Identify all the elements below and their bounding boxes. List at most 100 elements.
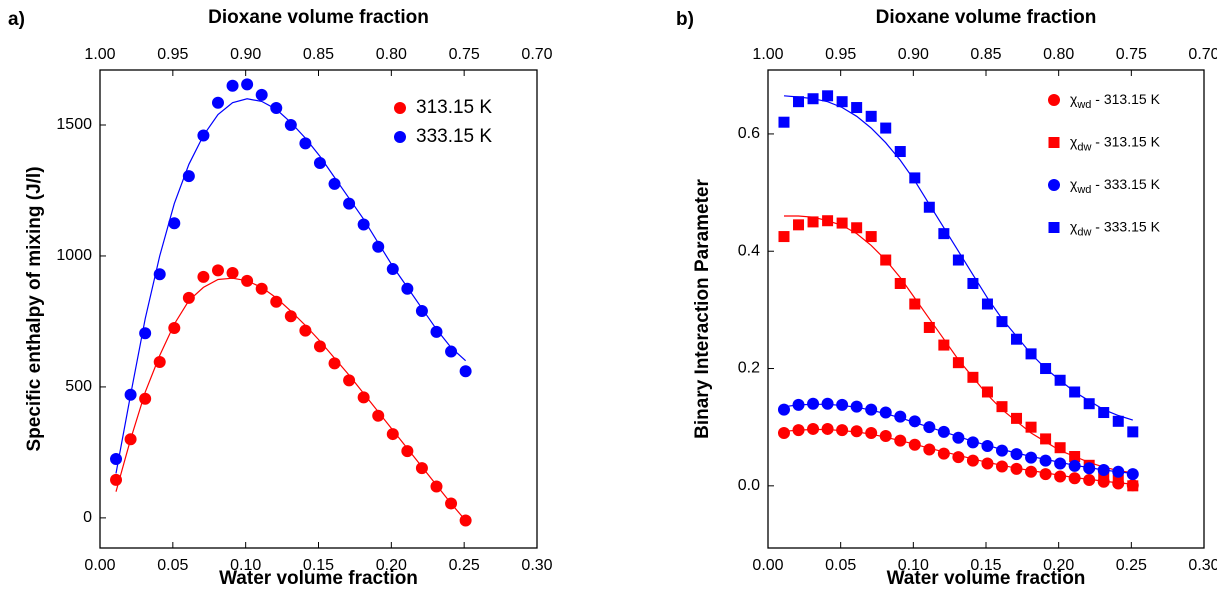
data-point — [401, 445, 414, 458]
data-point — [778, 231, 790, 243]
x2-tick-label: 0.90 — [230, 46, 261, 63]
data-point — [1127, 426, 1139, 438]
data-point — [937, 447, 950, 460]
legend-marker — [1048, 137, 1060, 148]
data-point — [415, 304, 428, 317]
x2-tick-label: 1.00 — [752, 46, 783, 63]
data-point — [894, 146, 906, 158]
x2-tick-label: 0.85 — [303, 46, 334, 63]
data-point — [139, 392, 152, 405]
data-point — [168, 321, 181, 334]
y-tick-label: 0 — [83, 509, 92, 526]
data-point — [1098, 407, 1110, 419]
y-tick-label: 0.4 — [738, 242, 760, 259]
data-point — [343, 374, 356, 387]
data-point — [1025, 348, 1037, 360]
data-point — [966, 454, 979, 467]
data-point — [1011, 333, 1023, 345]
legend-marker — [394, 131, 406, 143]
data-point — [1083, 473, 1096, 486]
x-tick-label: 0.25 — [449, 557, 480, 574]
legend-label: χdw - 333.15 K — [1070, 218, 1161, 238]
data-point — [1083, 398, 1095, 410]
data-point — [836, 217, 848, 229]
legend-label: χdw - 313.15 K — [1070, 133, 1161, 153]
data-point — [328, 357, 341, 370]
data-point — [313, 156, 326, 169]
data-point — [1126, 468, 1139, 481]
data-point — [197, 270, 210, 283]
data-point — [1025, 421, 1037, 433]
data-point — [952, 451, 965, 464]
data-point — [879, 406, 892, 419]
data-point — [777, 427, 790, 440]
y-axis-label: Binary Interaction Parameter — [692, 179, 713, 439]
data-point — [313, 340, 326, 353]
data-point — [967, 277, 979, 289]
x-tick-label: 0.25 — [1116, 557, 1147, 574]
data-point — [793, 219, 805, 231]
x2-axis-label: Dioxane volume fraction — [876, 7, 1097, 28]
data-point — [981, 386, 993, 398]
data-point — [850, 400, 863, 413]
data-point — [909, 172, 921, 184]
data-point — [778, 116, 790, 128]
data-point — [995, 460, 1008, 473]
data-point — [386, 263, 399, 276]
legend-marker — [1048, 94, 1060, 106]
data-point — [401, 282, 414, 295]
data-point — [880, 122, 892, 134]
data-point — [821, 422, 834, 435]
x2-tick-label: 0.80 — [376, 46, 407, 63]
data-point — [1054, 470, 1067, 483]
legend-marker — [1048, 222, 1060, 233]
x-tick-label: 0.10 — [230, 557, 261, 574]
x-tick-label: 0.30 — [521, 557, 552, 574]
data-point — [211, 96, 224, 109]
data-point — [299, 324, 312, 337]
data-point — [255, 88, 268, 101]
data-point — [836, 96, 848, 108]
data-point — [836, 398, 849, 411]
x-axis-label: Water volume fraction — [887, 568, 1086, 589]
data-point — [168, 217, 181, 230]
x-tick-label: 0.05 — [825, 557, 856, 574]
data-point — [1097, 463, 1110, 476]
data-point — [211, 264, 224, 277]
x2-tick-label: 0.70 — [521, 46, 552, 63]
data-point — [865, 403, 878, 416]
data-point — [836, 424, 849, 437]
data-point — [226, 266, 239, 279]
data-point — [923, 421, 936, 434]
data-point — [255, 282, 268, 295]
data-point — [909, 298, 921, 310]
data-point — [966, 436, 979, 449]
y-tick-label: 0.0 — [738, 477, 760, 494]
data-point — [1039, 468, 1052, 481]
data-point — [937, 425, 950, 438]
fit-line — [115, 98, 467, 474]
data-point — [865, 427, 878, 440]
x-tick-label: 0.20 — [376, 557, 407, 574]
data-point — [124, 388, 137, 401]
data-point — [139, 327, 152, 340]
panel-label: b) — [676, 9, 694, 30]
data-point — [923, 201, 935, 213]
legend-label: χwd - 313.15 K — [1070, 91, 1161, 111]
data-point — [1083, 462, 1096, 475]
data-point — [1112, 474, 1124, 486]
x2-tick-label: 0.85 — [970, 46, 1001, 63]
data-point — [430, 480, 443, 493]
x-tick-label: 0.30 — [1188, 557, 1217, 574]
data-point — [1127, 480, 1139, 492]
data-point — [792, 398, 805, 411]
data-point — [880, 254, 892, 266]
data-point — [1054, 442, 1066, 454]
data-point — [241, 78, 254, 91]
data-point — [822, 215, 834, 227]
x2-tick-label: 0.75 — [449, 46, 480, 63]
data-point — [952, 254, 964, 266]
x-axis-label: Water volume fraction — [219, 568, 418, 589]
data-point — [1011, 412, 1023, 424]
data-point — [821, 397, 834, 410]
